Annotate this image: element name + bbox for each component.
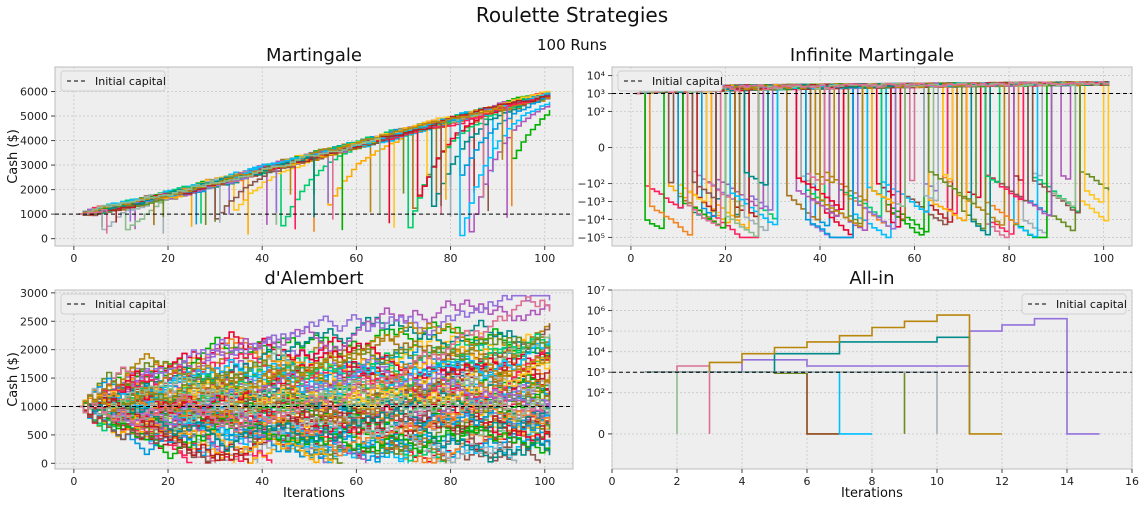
y-tick-label: 10³ bbox=[587, 366, 605, 379]
chart-panel-martingale: 0 20 40 60 80 1000100020003000400050006000Mar… bbox=[6, 45, 574, 265]
y-tick-label: 0 bbox=[41, 457, 48, 470]
x-tick-label: 60 bbox=[908, 252, 922, 265]
series-line bbox=[635, 81, 1110, 227]
panel-title: Infinite Martingale bbox=[790, 45, 954, 66]
y-tick-label: 2500 bbox=[20, 315, 48, 328]
y-tick-label: 6000 bbox=[20, 86, 48, 99]
panel-title: All-in bbox=[849, 268, 894, 289]
x-tick-label: 100 bbox=[1093, 252, 1114, 265]
y-tick-label: 10⁷ bbox=[587, 284, 605, 297]
x-tick-label: 100 bbox=[534, 252, 555, 265]
y-tick-label: 3000 bbox=[20, 159, 48, 172]
series-group bbox=[635, 81, 1110, 239]
legend-label: Initial capital bbox=[652, 75, 723, 88]
x-tick-label: 80 bbox=[444, 475, 458, 488]
y-tick-label: 1000 bbox=[20, 208, 48, 221]
y-tick-label: 10² bbox=[587, 387, 605, 400]
legend-box bbox=[1021, 293, 1127, 315]
legend-box bbox=[617, 70, 723, 92]
y-tick-label: 10⁵ bbox=[587, 325, 605, 338]
x-tick-label: 80 bbox=[444, 252, 458, 265]
x-tick-label: 0 bbox=[70, 475, 77, 488]
x-tick-label: 40 bbox=[813, 252, 827, 265]
x-tick-label: 14 bbox=[1060, 475, 1074, 488]
x-tick-label: 4 bbox=[739, 475, 746, 488]
y-tick-label: 3000 bbox=[20, 287, 48, 300]
legend-label: Initial capital bbox=[1056, 298, 1127, 311]
legend-label: Initial capital bbox=[95, 298, 166, 311]
legend-label: Initial capital bbox=[95, 75, 166, 88]
x-tick-label: 20 bbox=[161, 252, 175, 265]
chart-panel-infinite-martingale: 0 20 40 60 80 100 10⁴ 10³ 10² 0 −10² −10³ −10⁴ −10⁵ In… bbox=[577, 45, 1133, 265]
series-group bbox=[78, 90, 551, 237]
series-line bbox=[78, 405, 212, 464]
y-tick-label: 5000 bbox=[20, 110, 48, 123]
y-tick-label: −10³ bbox=[577, 195, 605, 208]
x-tick-label: 2 bbox=[674, 475, 681, 488]
x-tick-label: 0 bbox=[609, 475, 616, 488]
x-tick-label: 0 bbox=[70, 252, 77, 265]
x-tick-label: 20 bbox=[161, 475, 175, 488]
chart-panel-all-in: 0 2 4 6 8 10 12 14 16 0 10² 10³ 10⁴ 10⁵ 10⁶ 10⁷ All-in It… bbox=[587, 268, 1139, 501]
x-tick-label: 100 bbox=[534, 475, 555, 488]
y-axis-label: Cash ($) bbox=[6, 129, 21, 184]
series-line bbox=[78, 209, 108, 234]
series-line bbox=[78, 296, 551, 433]
y-tick-label: 10⁴ bbox=[587, 346, 606, 359]
x-tick-label: 10 bbox=[930, 475, 944, 488]
x-tick-label: 80 bbox=[1002, 252, 1016, 265]
x-tick-label: 0 bbox=[627, 252, 634, 265]
series-line bbox=[78, 137, 381, 215]
x-axis-label: Iterations bbox=[841, 486, 903, 501]
legend-box bbox=[60, 70, 166, 92]
y-tick-label: −10⁵ bbox=[577, 231, 605, 244]
series-group bbox=[78, 294, 551, 464]
x-tick-label: 12 bbox=[995, 475, 1009, 488]
y-tick-label: −10⁴ bbox=[577, 213, 605, 226]
y-tick-label: 10⁴ bbox=[587, 70, 606, 83]
y-tick-label: 4000 bbox=[20, 135, 48, 148]
y-tick-label: −10² bbox=[577, 178, 605, 191]
series-line bbox=[78, 397, 249, 464]
series-line bbox=[78, 299, 551, 408]
x-tick-label: 6 bbox=[804, 475, 811, 488]
panel-title: d'Alembert bbox=[264, 268, 363, 289]
y-tick-label: 10² bbox=[587, 105, 605, 118]
x-tick-label: 40 bbox=[255, 252, 269, 265]
x-tick-label: 20 bbox=[718, 252, 732, 265]
chart-panel-dalembert: 0 20 40 60 80 100050010001500200025003000d'Al… bbox=[6, 268, 574, 501]
series-line bbox=[78, 400, 551, 463]
y-tick-label: 2000 bbox=[20, 344, 48, 357]
legend-box bbox=[60, 293, 166, 315]
y-axis-label: Cash ($) bbox=[6, 352, 21, 407]
x-tick-label: 40 bbox=[255, 475, 269, 488]
y-tick-label: 2000 bbox=[20, 184, 48, 197]
figure-subtitle: 100 Runs bbox=[537, 36, 607, 54]
series-line bbox=[78, 389, 518, 464]
y-tick-label: 0 bbox=[41, 233, 48, 246]
x-tick-label: 60 bbox=[349, 475, 363, 488]
y-tick-label: 500 bbox=[27, 429, 48, 442]
series-line bbox=[644, 314, 1002, 435]
y-tick-label: 1500 bbox=[20, 372, 48, 385]
series-line bbox=[78, 294, 551, 408]
y-tick-label: 10³ bbox=[587, 88, 605, 101]
x-tick-label: 16 bbox=[1125, 475, 1139, 488]
y-tick-label: 10⁶ bbox=[587, 305, 606, 318]
x-axis-label: Iterations bbox=[283, 486, 345, 501]
panel-title: Martingale bbox=[266, 45, 362, 66]
x-tick-label: 8 bbox=[869, 475, 876, 488]
figure-title: Roulette Strategies bbox=[476, 3, 668, 27]
y-tick-label: 0 bbox=[598, 428, 605, 441]
y-tick-label: 1000 bbox=[20, 400, 48, 413]
x-tick-label: 60 bbox=[349, 252, 363, 265]
series-line bbox=[78, 350, 551, 424]
y-tick-label: 0 bbox=[598, 142, 605, 155]
